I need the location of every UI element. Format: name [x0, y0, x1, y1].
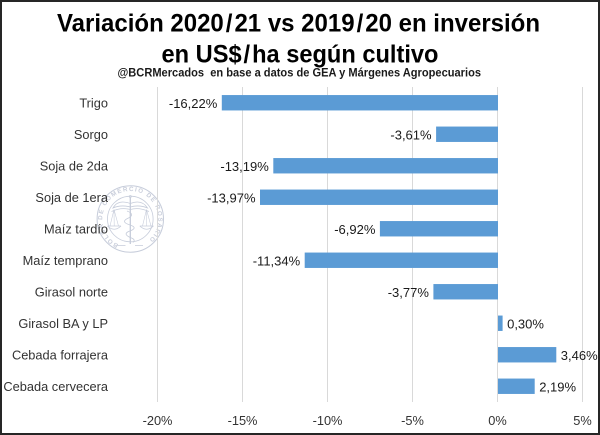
- svg-text:-6,92%: -6,92%: [334, 222, 376, 237]
- svg-text:@BCRMercados en base a datos: @BCRMercados en base a datos de GEA y Má…: [118, 65, 482, 79]
- svg-text:-20%: -20%: [143, 413, 173, 428]
- svg-text:Maíz temprano: Maíz temprano: [23, 253, 108, 268]
- svg-text:Girasol BA y LP: Girasol BA y LP: [18, 316, 108, 331]
- svg-text:-16,22%: -16,22%: [169, 96, 218, 111]
- svg-text:Trigo: Trigo: [79, 96, 108, 111]
- svg-text:5%: 5%: [573, 413, 592, 428]
- svg-text:Girasol norte: Girasol norte: [35, 285, 108, 300]
- svg-text:-13,97%: -13,97%: [207, 190, 256, 205]
- svg-text:en US$ / ha según cultivo: en US$ / ha según cultivo: [162, 41, 439, 69]
- svg-text:0,30%: 0,30%: [507, 316, 544, 331]
- svg-text:-5%: -5%: [401, 413, 424, 428]
- svg-text:Cebada forrajera: Cebada forrajera: [12, 348, 109, 363]
- svg-text:-15%: -15%: [228, 413, 258, 428]
- svg-text:-11,34%: -11,34%: [253, 253, 301, 268]
- svg-text:-3,77%: -3,77%: [388, 285, 430, 300]
- svg-text:0%: 0%: [488, 413, 507, 428]
- svg-text:-10%: -10%: [313, 413, 343, 428]
- svg-text:Maíz tardío: Maíz tardío: [44, 222, 108, 237]
- svg-text:Sorgo: Sorgo: [74, 127, 108, 142]
- svg-text:Soja de 2da: Soja de 2da: [40, 159, 109, 174]
- svg-text:-13,19%: -13,19%: [220, 159, 269, 174]
- svg-text:Variación 2020 / 21 vs 2019 /: Variación 2020 / 21 vs 2019 / 20 en inve…: [57, 9, 540, 37]
- svg-text:Soja de 1era: Soja de 1era: [35, 190, 108, 205]
- svg-text:Cebada cervecera: Cebada cervecera: [3, 379, 108, 394]
- svg-text:2,19%: 2,19%: [539, 379, 576, 394]
- svg-text:-3,61%: -3,61%: [390, 127, 432, 142]
- svg-text:3,46%: 3,46%: [561, 348, 598, 363]
